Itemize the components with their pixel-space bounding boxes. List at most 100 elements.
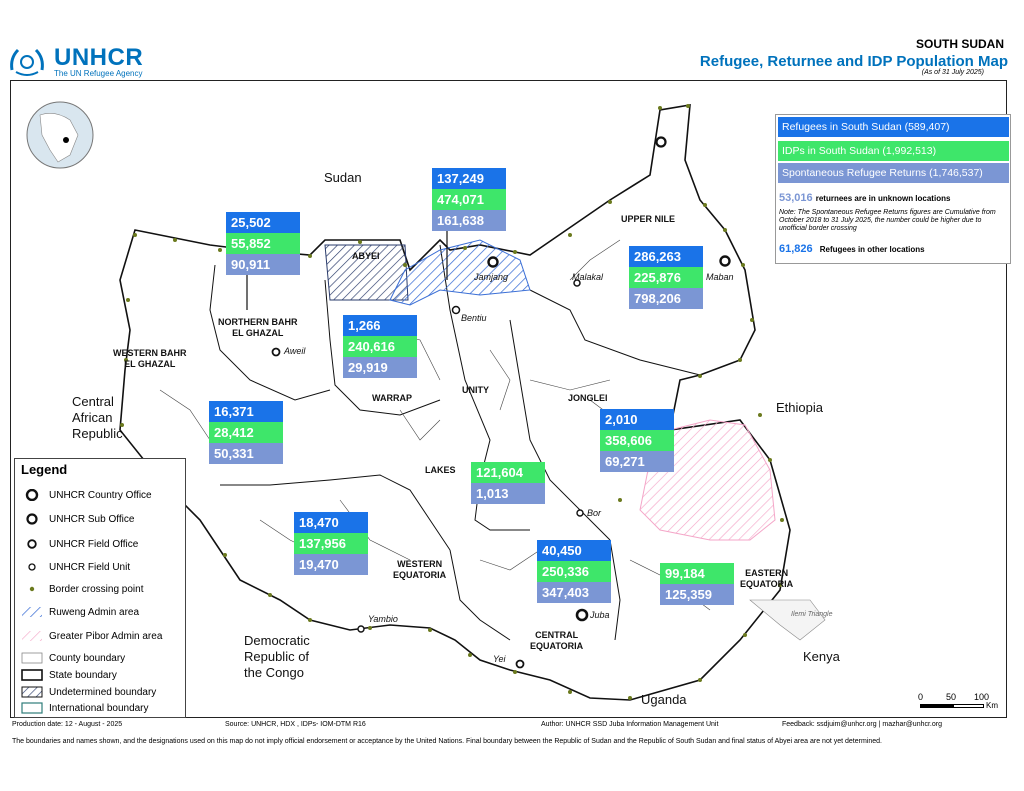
city-yambio: Yambio: [368, 614, 398, 624]
legend: Legend UNHCR Country Office UNHCR Sub Of…: [14, 458, 186, 718]
ilemi-triangle: [749, 599, 826, 641]
label-western-bahr-el-ghazal: WESTERN BAHR EL GHAZAL: [113, 348, 187, 369]
city-yei: Yei: [493, 654, 506, 664]
city-maban: Maban: [706, 272, 734, 282]
unhcr-emblem-icon: [10, 48, 44, 76]
city-bor: Bor: [587, 508, 602, 518]
lakes-idps: 121,604: [471, 462, 545, 483]
western-equatoria-idps: 137,956: [294, 533, 368, 554]
western-equatoria-refugees: 18,470: [294, 512, 368, 533]
city-bentiu: Bentiu: [461, 313, 487, 323]
summary-idps: IDPs in South Sudan (1,992,513): [778, 141, 1009, 161]
map-title: Refugee, Returnee and IDP Population Map: [699, 53, 1008, 70]
label-drc: Democratic Republic of the Congo: [244, 633, 310, 680]
as-of-date: (As of 31 July 2025): [921, 69, 984, 76]
country-office-icon: [21, 489, 43, 502]
border-crossing-icon: [21, 583, 43, 595]
legend-country-office: UNHCR Country Office: [21, 488, 152, 504]
sub-office-icon: [21, 513, 43, 525]
legend-field-office: UNHCR Field Office: [21, 537, 138, 553]
inset-globe-icon: [26, 101, 94, 169]
label-uganda: Uganda: [641, 692, 687, 707]
legend-ruweng: Ruweng Admin area: [21, 605, 139, 621]
label-sudan: Sudan: [324, 170, 362, 185]
jonglei-idps: 358,606: [600, 430, 674, 451]
ruweng-admin-area: [389, 239, 531, 306]
label-kenya: Kenya: [803, 649, 840, 664]
label-unity: UNITY: [462, 385, 489, 395]
legend-county-boundary: County boundary: [21, 651, 125, 667]
summary-other: 61,826 Refugees in other locations: [779, 243, 925, 255]
central-equatoria-returns: 347,403: [537, 582, 611, 603]
summary-note: Note: The Spontaneous Refugee Returns fi…: [779, 209, 996, 232]
field-unit-icon: [21, 561, 43, 573]
abyei-refugees: 137,249: [432, 168, 506, 189]
state-boundary-icon: [21, 669, 43, 682]
legend-title: Legend: [21, 462, 68, 477]
jonglei-refugees: 2,010: [600, 409, 674, 430]
logo-subtitle: The UN Refugee Agency: [54, 69, 143, 78]
legend-undetermined-boundary: Undetermined boundary: [21, 685, 156, 701]
label-jonglei: JONGLEI: [568, 393, 608, 403]
county-boundary-icon: [21, 652, 43, 664]
abyei-idps: 474,071: [432, 189, 506, 210]
country-title: SOUTH SUDAN: [915, 37, 1004, 51]
summary-unknown: 53,016 returnees are in unknown location…: [779, 192, 951, 204]
legend-international-boundary: International boundary: [21, 701, 149, 717]
city-jamjang: Jamjang: [474, 272, 509, 282]
label-central-equatoria: CENTRAL EQUATORIA: [530, 630, 584, 651]
label-upper-nile: UPPER NILE: [621, 214, 676, 224]
label-warrap: WARRAP: [372, 393, 412, 403]
label-central-african-republic: Central African Republic: [72, 394, 123, 441]
international-boundary-icon: [21, 702, 43, 714]
city-juba: Juba: [590, 610, 610, 620]
eastern-equatoria-returns: 125,359: [660, 584, 734, 605]
ruweng-hatch-icon: [21, 606, 43, 618]
upper-nile-refugees: 286,263: [629, 246, 703, 267]
county-boundaries: [159, 239, 711, 611]
label-ilemi-triangle: Ilemi Triangle: [791, 611, 833, 618]
central-equatoria-idps: 250,336: [537, 561, 611, 582]
western-equatoria-returns: 19,470: [294, 554, 368, 575]
western-bahr-idps: 28,412: [209, 422, 283, 443]
legend-sub-office: UNHCR Sub Office: [21, 512, 134, 528]
legend-pibor: Greater Pibor Admin area: [21, 629, 162, 645]
logo-text: UNHCR: [54, 44, 144, 71]
city-aweil: Aweil: [284, 346, 306, 356]
lakes-returns: 1,013: [471, 483, 545, 504]
label-ethiopia: Ethiopia: [776, 400, 823, 415]
legend-state-boundary: State boundary: [21, 668, 117, 684]
state-boundaries: [209, 244, 701, 641]
warrap-refugees: 1,266: [343, 315, 417, 336]
label-abyei: ABYEI: [352, 251, 380, 261]
central-equatoria-refugees: 40,450: [537, 540, 611, 561]
label-eastern-equatoria: EASTERN EQUATORIA: [740, 568, 794, 589]
western-bahr-refugees: 16,371: [209, 401, 283, 422]
footer: Production date: 12 - August - 2025 Sour…: [12, 721, 942, 728]
legend-field-unit: UNHCR Field Unit: [21, 560, 130, 576]
undetermined-boundary-icon: [21, 686, 43, 698]
upper-nile-idps: 225,876: [629, 267, 703, 288]
label-northern-bahr-el-ghazal: NORTHERN BAHR EL GHAZAL: [218, 317, 298, 338]
eastern-equatoria-idps: 99,184: [660, 563, 734, 584]
unhcr-logo: UNHCR The UN Refugee Agency: [8, 44, 158, 80]
label-western-equatoria: WESTERN EQUATORIA: [393, 559, 447, 580]
jonglei-returns: 69,271: [600, 451, 674, 472]
city-malakal: Malakal: [572, 272, 604, 282]
label-lakes: LAKES: [425, 465, 456, 475]
summary-returns: Spontaneous Refugee Returns (1,746,537): [778, 163, 1009, 183]
western-bahr-returns: 50,331: [209, 443, 283, 464]
pibor-hatch-icon: [21, 630, 43, 642]
legend-border-crossing: Border crossing point: [21, 582, 144, 598]
scale-bar: 0 50 100 Km: [918, 692, 998, 710]
map-frame: [10, 80, 1007, 718]
field-office-icon: [21, 538, 43, 550]
northern-bahr-refugees: 25,502: [226, 212, 300, 233]
northern-bahr-returns: 90,911: [226, 254, 300, 275]
warrap-idps: 240,616: [343, 336, 417, 357]
office-symbols: [271, 136, 731, 669]
summary-box: [775, 114, 1011, 264]
warrap-returns: 29,919: [343, 357, 417, 378]
upper-nile-returns: 798,206: [629, 288, 703, 309]
abyei-returns: 161,638: [432, 210, 506, 231]
